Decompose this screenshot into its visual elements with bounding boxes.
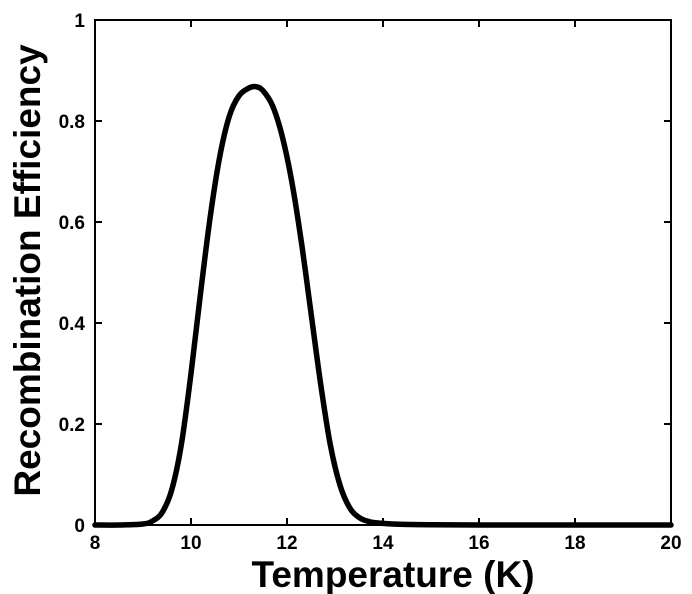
y-tick-label: 1 [74,11,85,32]
x-tick-label: 8 [90,533,101,554]
tick-labels: 8 10 12 14 16 18 20 0 0.2 0.4 0.6 0.8 1 [59,11,682,554]
y-tick-label: 0.2 [59,415,85,436]
x-tick-label: 12 [276,533,297,554]
x-tick-label: 16 [468,533,489,554]
y-tick-label: 0 [74,516,85,537]
x-tick-label: 14 [372,533,394,554]
y-tick-label: 0.8 [59,112,85,133]
x-tick-label: 20 [660,533,681,554]
efficiency-curve [92,83,674,528]
x-axis-label: Temperature (K) [251,554,534,594]
x-tick-label: 18 [564,533,585,554]
plot-frame [94,19,672,526]
x-tick-label: 10 [180,533,201,554]
y-tick-label: 0.4 [59,314,86,335]
y-axis-label: Recombination Efficiency [7,44,48,497]
y-tick-label: 0.6 [59,213,85,234]
